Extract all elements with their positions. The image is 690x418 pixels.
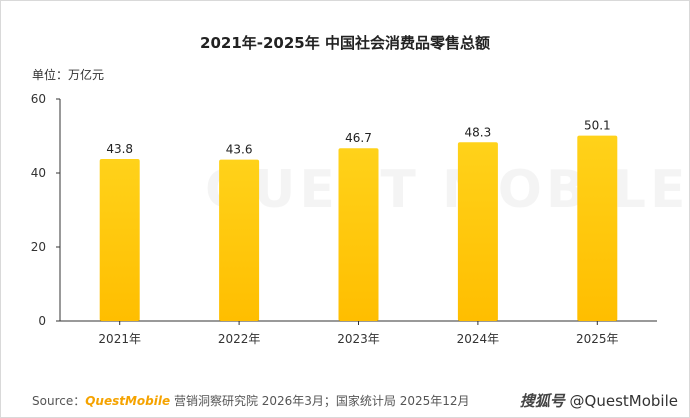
bar-value-label: 43.8 bbox=[106, 142, 133, 156]
x-tick-label: 2025年 bbox=[576, 332, 619, 346]
x-tick-label: 2022年 bbox=[218, 332, 261, 346]
bar-value-label: 46.7 bbox=[345, 131, 372, 145]
platform-credit: 搜狐号 @QuestMobile bbox=[520, 390, 678, 411]
source-brand: QuestMobile bbox=[85, 394, 171, 408]
x-tick-label: 2023年 bbox=[337, 332, 380, 346]
x-tick-label: 2024年 bbox=[457, 332, 500, 346]
unit-label: 单位：万亿元 bbox=[32, 68, 105, 82]
source-prefix: Source： bbox=[32, 394, 86, 408]
bar-value-label: 48.3 bbox=[465, 125, 492, 139]
platform-name: 搜狐号 bbox=[519, 392, 565, 410]
bar bbox=[338, 148, 379, 321]
account-handle: @QuestMobile bbox=[564, 392, 678, 410]
y-tick-label: 60 bbox=[31, 92, 46, 106]
bar-value-label: 50.1 bbox=[584, 119, 611, 133]
y-tick-label: 0 bbox=[38, 314, 46, 328]
bar bbox=[99, 158, 140, 321]
y-tick-label: 40 bbox=[31, 166, 46, 180]
bar bbox=[219, 159, 260, 321]
bar bbox=[577, 135, 618, 321]
x-tick-label: 2021年 bbox=[98, 332, 141, 346]
source-note: Source：QuestMobile 营销洞察研究院 2026年3月；国家统计局… bbox=[32, 392, 470, 409]
source-details: 营销洞察研究院 2026年3月；国家统计局 2025年12月 bbox=[170, 394, 470, 408]
bar bbox=[457, 142, 498, 321]
y-tick-label: 20 bbox=[31, 240, 46, 254]
bar-value-label: 43.6 bbox=[226, 143, 253, 157]
chart-title: 2021年-2025年 中国社会消费品零售总额 bbox=[200, 34, 490, 52]
